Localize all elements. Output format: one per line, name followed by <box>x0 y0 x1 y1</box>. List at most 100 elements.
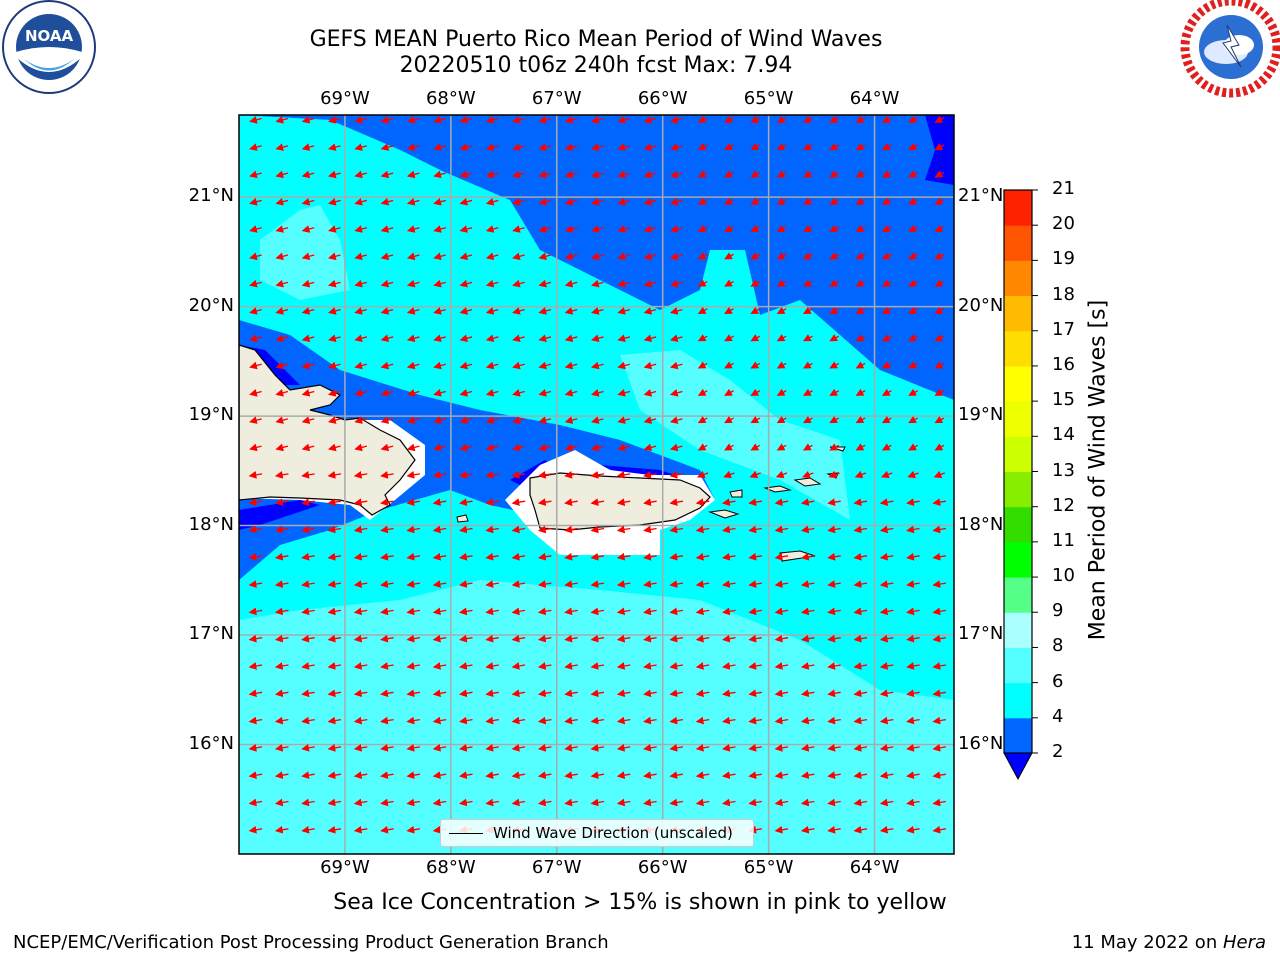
wave-arrow <box>249 116 262 124</box>
wave-arrow <box>485 634 499 643</box>
wave-arrow <box>722 662 736 670</box>
wave-arrow <box>459 416 473 424</box>
colorbar-band <box>1004 506 1032 543</box>
wave-arrow <box>512 197 525 206</box>
wave-arrow <box>748 716 762 725</box>
wave-arrow <box>328 416 341 424</box>
wave-arrow <box>855 279 866 287</box>
wave-arrow <box>537 716 552 725</box>
wave-arrow <box>564 389 578 397</box>
wave-arrow <box>643 389 657 397</box>
wave-arrow <box>829 279 840 287</box>
wave-arrow <box>380 279 394 288</box>
wave-arrow <box>802 279 813 287</box>
wave-arrow <box>485 143 499 151</box>
wave-arrow <box>564 771 578 779</box>
wave-arrow <box>881 443 892 451</box>
wave-arrow <box>906 744 920 752</box>
wave-arrow <box>802 115 813 123</box>
wave-arrow <box>695 744 710 752</box>
wave-arrow <box>432 744 447 752</box>
wave-arrow <box>855 170 866 178</box>
lon-label-top: 66°W <box>637 88 688 109</box>
wave-arrow <box>722 634 736 643</box>
wave-arrow <box>724 416 734 424</box>
wave-arrow <box>643 334 657 343</box>
wave-arrow <box>538 116 552 124</box>
wave-arrow <box>881 279 892 287</box>
wave-arrow <box>512 225 525 233</box>
wave-arrow <box>301 143 315 151</box>
wave-arrow <box>564 471 578 479</box>
wave-arrow <box>433 279 446 288</box>
wave-arrow <box>906 689 920 698</box>
wave-arrow <box>512 279 525 288</box>
wave-arrow <box>380 252 394 261</box>
wave-arrow <box>275 197 289 206</box>
wave-arrow <box>697 197 708 205</box>
wave-arrow <box>328 443 341 452</box>
run-host: Hera <box>1222 932 1266 953</box>
wave-arrow <box>934 197 945 205</box>
lon-label-top: 65°W <box>743 88 794 109</box>
wave-arrow <box>327 580 342 588</box>
wave-arrow <box>776 143 787 151</box>
wave-arrow <box>432 525 447 534</box>
wave-arrow <box>695 525 710 534</box>
lon-label-bottom: 65°W <box>743 857 794 878</box>
wave-arrow <box>855 143 866 151</box>
wave-arrow <box>695 798 710 807</box>
wave-arrow <box>617 170 630 179</box>
wave-arrow <box>802 334 813 342</box>
wave-arrow <box>748 634 762 643</box>
wave-arrow <box>616 771 631 779</box>
wave-arrow <box>274 771 289 779</box>
nws-logo <box>1180 0 1280 98</box>
wave-arrow <box>879 525 894 534</box>
wave-arrow <box>564 361 578 370</box>
wave-arrow <box>853 662 868 670</box>
noaa-logo: NOAA <box>2 0 96 94</box>
wave-arrow <box>433 252 446 261</box>
wave-arrow <box>855 115 866 123</box>
wave-arrow <box>881 252 892 260</box>
run-date-text: 11 May 2022 on <box>1071 932 1223 953</box>
wave-arrow <box>669 389 683 397</box>
wave-arrow <box>829 388 840 396</box>
wave-arrow <box>301 498 315 506</box>
wave-arrow <box>353 689 368 698</box>
wave-arrow <box>354 443 367 452</box>
wave-arrow <box>591 225 604 233</box>
colorbar-band <box>1004 647 1032 684</box>
map-legend: Wind Wave Direction (unscaled) <box>440 819 754 847</box>
wave-arrow <box>697 443 708 451</box>
wave-arrow <box>538 252 552 261</box>
wave-arrow <box>328 116 341 124</box>
wave-arrow <box>855 306 866 314</box>
wave-arrow <box>564 252 578 261</box>
wave-arrow <box>750 170 761 178</box>
wave-arrow <box>353 771 368 779</box>
colorbar <box>1003 189 1038 781</box>
wave-arrow <box>776 197 787 205</box>
wave-arrow <box>616 634 631 643</box>
wave-arrow <box>722 798 736 807</box>
wave-arrow <box>617 361 630 370</box>
wave-arrow <box>591 116 604 124</box>
wave-arrow <box>248 771 263 779</box>
wave-arrow <box>353 716 368 725</box>
wave-arrow <box>855 197 866 205</box>
wave-arrow <box>432 798 447 807</box>
wave-arrow <box>879 689 894 698</box>
wave-arrow <box>800 634 815 643</box>
wave-arrow <box>564 143 578 151</box>
wave-arrow <box>669 771 684 779</box>
wave-arrow <box>800 744 815 752</box>
wave-arrow <box>380 416 394 424</box>
colorbar-band <box>1004 471 1032 508</box>
wave-arrow <box>485 225 499 233</box>
wave-arrow <box>432 498 447 506</box>
wave-arrow <box>697 279 708 287</box>
wave-arrow <box>881 170 892 178</box>
wave-arrow <box>827 634 841 643</box>
